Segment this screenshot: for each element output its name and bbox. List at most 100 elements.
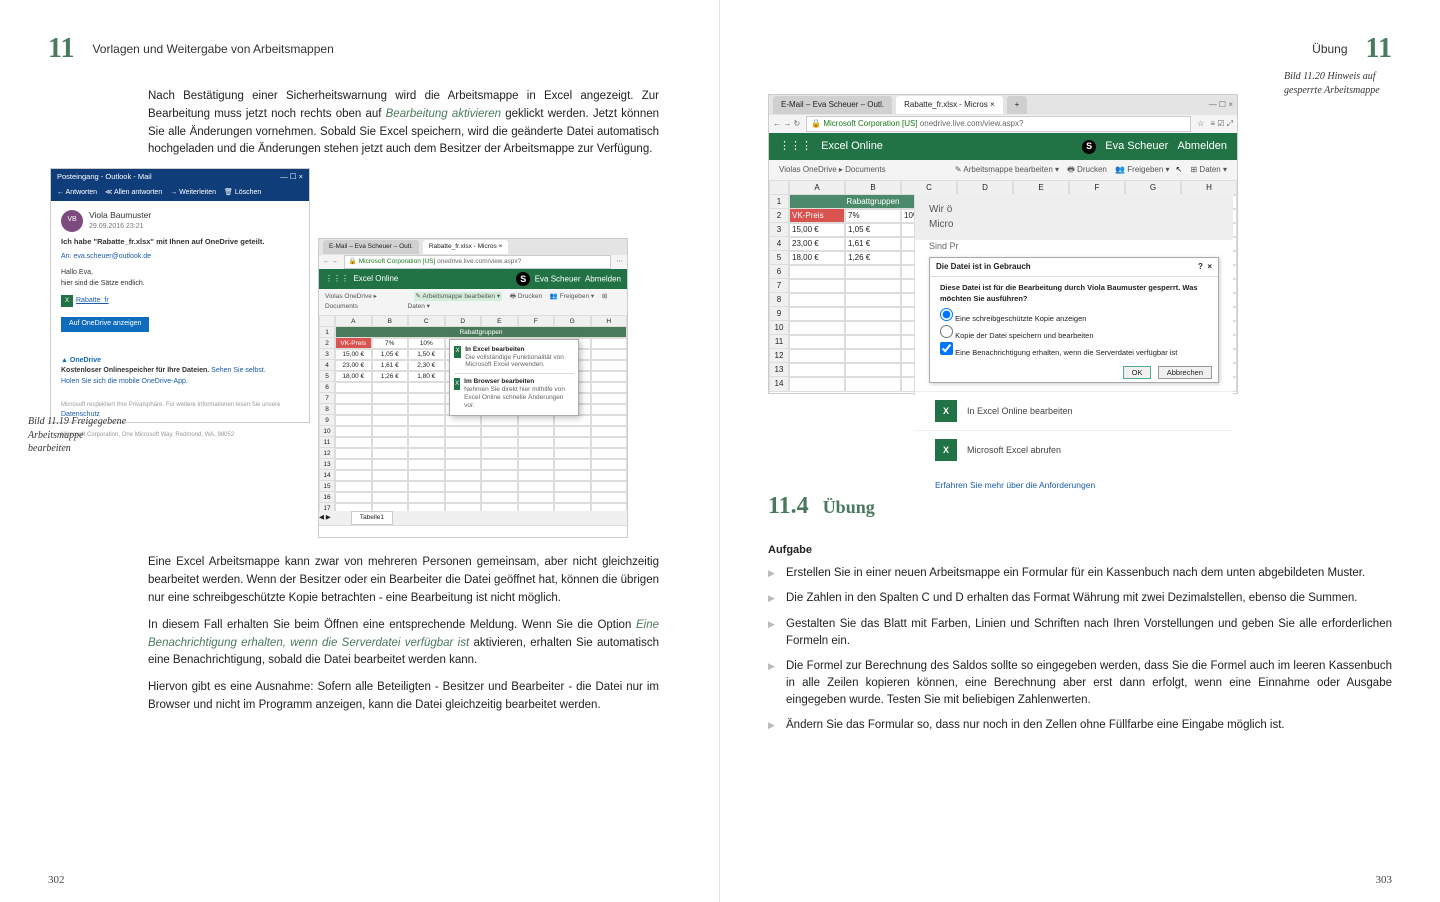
address-bar: ← → 🔒 Microsoft Corporation [US] onedriv… [319, 255, 627, 269]
close-icon[interactable]: × [1207, 262, 1212, 271]
browser-tab-active[interactable]: Rabatte_fr.xlsx - Micros × [896, 96, 1002, 114]
new-tab-button[interactable]: + [1007, 96, 1028, 114]
excel-online-header: ⋮⋮⋮ Excel Online S Eva Scheuer Abmelden [319, 269, 627, 289]
avatar: VB [61, 210, 83, 232]
page-left: 11 Vorlagen und Weitergabe von Arbeitsma… [0, 0, 720, 902]
tab-close-icon[interactable]: × [990, 100, 995, 109]
username: Eva Scheuer [1105, 140, 1168, 152]
chapter-number: 11 [1366, 28, 1392, 70]
breadcrumb-bar: Violas OneDrive ▸ Documents ✎ Arbeitsmap… [319, 289, 627, 315]
data-button[interactable]: ⊞ Daten ▾ [1190, 165, 1227, 174]
browser-tab-active[interactable]: Rabatte_fr.xlsx - Micros × [423, 240, 509, 254]
print-button[interactable]: 🖶 Drucken [1067, 165, 1107, 174]
browser-tab[interactable]: E-Mail – Eva Scheuer – Outl. [323, 240, 419, 254]
username: Eva Scheuer [535, 275, 581, 284]
breadcrumb[interactable]: Violas OneDrive [325, 293, 372, 300]
bookmark-icon[interactable]: ☆ [1197, 118, 1204, 130]
paragraph: Hiervon gibt es eine Ausnahme: Sofern al… [148, 679, 659, 715]
breadcrumb-bar: Violas OneDrive ▸ Documents ✎ Arbeitsmap… [769, 160, 1237, 180]
browser-tab[interactable]: E-Mail – Eva Scheuer – Outl. [773, 96, 892, 114]
sheet-tab[interactable]: Tabelle1 [351, 511, 393, 525]
page-number: 303 [1376, 872, 1393, 889]
share-button[interactable]: 👥 Freigeben ▾ [1115, 165, 1169, 174]
window-controls[interactable]: — ☐ × [280, 171, 303, 182]
excel-icon: X [935, 439, 957, 461]
excel-online-window-small: E-Mail – Eva Scheuer – Outl. Rabatte_fr.… [318, 238, 628, 538]
mail-body-line: hier sind die Sätze endlich. [61, 279, 299, 290]
list-item: Ändern Sie das Formular so, dass nur noc… [786, 717, 1392, 734]
section-number: 11.4 [768, 488, 809, 524]
menu-item-edit-in-excel[interactable]: XIn Excel bearbeitenDie vollständige Fun… [454, 344, 574, 371]
signout-link[interactable]: Abmelden [585, 275, 621, 284]
panel-item-get-excel[interactable]: X Microsoft Excel abrufen [915, 430, 1233, 469]
view-onedrive-button[interactable]: Auf OneDrive anzeigen [61, 317, 149, 332]
radio-readonly[interactable]: Eine schreibgeschützte Kopie anzeigen [940, 308, 1208, 324]
brand-name: Excel Online [353, 274, 398, 283]
delete-button[interactable]: 🗑 Löschen [224, 188, 261, 199]
paragraph: Eine Excel Arbeitsmappe kann zwar von me… [148, 554, 659, 607]
page-header-right: Übung 11 [768, 28, 1392, 70]
file-attachment[interactable]: X Rabatte_fr [61, 295, 109, 307]
outlook-body: VB Viola Baumuster 29.09.2016 23:21 Ich … [51, 201, 309, 448]
dialog-title: Die Datei ist in Gebrauch [936, 261, 1031, 273]
edit-dropdown-menu: XIn Excel bearbeitenDie vollständige Fun… [449, 339, 579, 417]
figure-caption: Bild 11.20 Hinweis auf gesperrte Arbeits… [1284, 70, 1414, 97]
breadcrumb[interactable]: Documents [845, 165, 885, 174]
edit-workbook-button[interactable]: ✎ Arbeitsmappe bearbeiten ▾ [955, 165, 1059, 174]
cursor-icon: ↖ [1176, 165, 1183, 174]
radio-save-copy[interactable]: Kopie der Datei speichern und bearbeiten [940, 325, 1208, 341]
skype-icon[interactable]: S [516, 272, 530, 286]
breadcrumb[interactable]: Documents [325, 303, 358, 310]
tab-close-icon[interactable]: × [499, 243, 503, 250]
cancel-button[interactable]: Abbrechen [1158, 366, 1212, 379]
breadcrumb[interactable]: Violas OneDrive [779, 165, 837, 174]
forward-button[interactable]: → Weiterleiten [170, 188, 216, 199]
signout-link[interactable]: Abmelden [1177, 140, 1227, 152]
ok-button[interactable]: OK [1123, 366, 1152, 379]
body-column: Nach Bestätigung einer Sicherheitswarnun… [148, 88, 659, 715]
onedrive-app-link[interactable]: Holen Sie sich die mobile OneDrive-App. [61, 377, 299, 388]
outlook-titlebar: Posteingang - Outlook - Mail — ☐ × [51, 169, 309, 184]
print-button[interactable]: 🖶 Drucken [510, 293, 542, 300]
browser-tabs: E-Mail – Eva Scheuer – Outl. Rabatte_fr.… [769, 95, 1237, 115]
list-item: Erstellen Sie in einer neuen Arbeitsmapp… [786, 565, 1392, 582]
menu-item-edit-in-browser[interactable]: XIm Browser bearbeitenNehmen Sie direkt … [454, 376, 574, 411]
skype-icon[interactable]: S [1082, 140, 1096, 154]
list-item: Die Zahlen in den Spalten C und D erhalt… [786, 590, 1392, 607]
onedrive-logo: ▲ OneDrive [61, 356, 299, 367]
edit-workbook-button[interactable]: ✎ Arbeitsmappe bearbeiten ▾ [414, 292, 503, 301]
window-title: Posteingang - Outlook - Mail [57, 171, 152, 182]
mail-to: An: eva.scheuer@outlook.de [61, 252, 299, 263]
onedrive-link[interactable]: Sehen Sie selbst. [211, 367, 265, 374]
sender-date: 29.09.2016 23:21 [89, 222, 151, 233]
panel-item-edit-online[interactable]: X In Excel Online bearbeiten [915, 391, 1233, 430]
list-item: Die Formel zur Berechnung des Saldos sol… [786, 658, 1392, 708]
address-bar: ← → ↻ 🔒 Microsoft Corporation [US] onedr… [769, 115, 1237, 133]
outlook-window: Posteingang - Outlook - Mail — ☐ × ← Ant… [50, 168, 310, 423]
window-controls[interactable]: — ☐ × [1209, 99, 1233, 111]
share-button[interactable]: 👥 Freigeben ▾ [550, 293, 594, 300]
paragraph: Nach Bestätigung einer Sicherheitswarnun… [148, 88, 659, 159]
checkbox-notify[interactable]: Eine Benachrichtigung erhalten, wenn die… [940, 342, 1208, 358]
panel-requirements-link[interactable]: Erfahren Sie mehr über die Anforderungen [915, 469, 1233, 502]
help-icon[interactable]: ? [1198, 262, 1203, 271]
file-name: Rabatte_fr [76, 296, 109, 307]
figure-caption: Bild 11.19 Freigegebene Arbeitsmappe bea… [28, 415, 128, 456]
dialog-text: Diese Datei ist für die Bearbeitung durc… [940, 282, 1208, 305]
reply-all-button[interactable]: ≪ Allen antworten [105, 188, 162, 199]
url-field[interactable]: 🔒 Microsoft Corporation [US] onedrive.li… [344, 255, 611, 269]
reply-button[interactable]: ← Antworten [57, 188, 97, 199]
panel-subheading: Sind Pr [915, 240, 1233, 258]
tasks-list: Erstellen Sie in einer neuen Arbeitsmapp… [768, 565, 1392, 734]
url-field[interactable]: 🔒 Microsoft Corporation [US] onedrive.li… [806, 116, 1191, 132]
page-right: Übung 11 Bild 11.20 Hinweis auf gesperrt… [720, 0, 1440, 902]
sender-name: Viola Baumuster [89, 209, 151, 222]
page-number: 302 [48, 872, 65, 889]
dialog-titlebar: Die Datei ist in Gebrauch ? × [930, 258, 1218, 277]
app-launcher-icon[interactable]: ⋮⋮⋮ [325, 274, 349, 283]
header-title: Übung [1312, 40, 1347, 58]
excel-icon: X [454, 346, 461, 358]
app-launcher-icon[interactable]: ⋮⋮⋮ [779, 140, 812, 152]
spreadsheet-grid: ABCDEFGH 1Rabattgruppen 2VK-Preis7%10%15… [319, 315, 627, 525]
paragraph: In diesem Fall erhalten Sie beim Öffnen … [148, 617, 659, 670]
